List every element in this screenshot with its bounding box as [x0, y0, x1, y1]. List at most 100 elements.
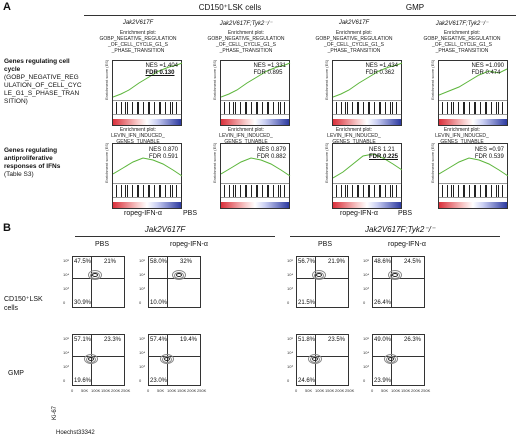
gate-horizontal [373, 356, 424, 357]
x-axis-label: Hoechst33342 [56, 430, 95, 436]
hit-tick [358, 102, 360, 114]
hit-tick [464, 102, 466, 114]
y-axis-label: Enrichment score (ES) [212, 142, 217, 183]
genotype-label: Jak2V617F;Tyk2⁻/⁻ [219, 21, 273, 27]
hit-tick [502, 102, 504, 114]
nes-value: NES =1.404 [145, 63, 178, 69]
contour [388, 357, 394, 361]
contour [312, 270, 326, 280]
hit-tick [250, 102, 252, 114]
hit-tick [142, 185, 144, 197]
es-curve [112, 62, 183, 98]
y-tick: 10⁴ [363, 350, 370, 355]
es-curve [438, 68, 508, 96]
hit-tick [462, 102, 464, 114]
contour [162, 355, 172, 363]
y-tick: 0 [287, 378, 290, 383]
es-line [112, 62, 183, 98]
contour [176, 273, 182, 277]
hit-tick [345, 185, 347, 197]
quadrant-upper-left: 51.8% [298, 337, 316, 343]
fdr-value: FDR 0.225 [368, 154, 398, 160]
x-tick: 200K [411, 388, 421, 393]
hit-tick [486, 102, 488, 114]
contour [390, 271, 400, 279]
es-curve-area [438, 61, 508, 101]
hit-tick [169, 185, 171, 197]
x-tick: 100K [167, 388, 177, 393]
nes-value: NES 0.870 [148, 147, 178, 153]
contour [314, 271, 324, 279]
es-curve-area [112, 144, 183, 184]
gsea-plot: NES =1.331 FDR 0.895 [220, 60, 291, 126]
group-header-gmp: GMP [405, 3, 425, 12]
es-curve [332, 62, 403, 98]
hit-tick [345, 102, 347, 114]
y-tick: 10³ [63, 364, 69, 369]
es-curve-area [220, 144, 291, 184]
hit-tick [279, 185, 281, 197]
gate-vertical [391, 257, 392, 307]
es-curve [438, 157, 509, 177]
enrichment-title: Enrichment plot: GOBP_NEGATIVE_REGULATIO… [99, 30, 177, 54]
hit-tick [158, 102, 160, 114]
quadrant-lower-left: 23.0% [150, 378, 168, 384]
hit-tick [497, 185, 499, 197]
x-tick: 0 [147, 388, 150, 393]
gsea-stats: NES =1.404 FDR 0.130 [145, 63, 178, 77]
fdr-value: FDR 0.591 [148, 154, 178, 160]
hit-tick [453, 185, 455, 197]
x-label-ropeg: ropeg-IFN-α [124, 210, 162, 217]
row-subtitle: (Table S3) [4, 171, 34, 178]
gate-vertical [91, 257, 92, 307]
hit-tick [380, 102, 382, 114]
hit-ticks [221, 184, 290, 198]
hit-tick [171, 102, 173, 114]
y-tick: 0 [287, 300, 290, 305]
y-tick: 0 [63, 378, 66, 383]
hit-tick [385, 102, 387, 114]
quadrant-lower-left: 21.5% [298, 300, 316, 306]
hit-tick [266, 102, 268, 114]
quadrant-upper-right: 19.4% [180, 337, 198, 343]
hit-tick [246, 102, 248, 114]
x-tick: 200K [187, 388, 197, 393]
hit-tick [165, 102, 167, 114]
hit-tick [400, 102, 402, 114]
contour [384, 354, 398, 364]
gsea-stats: NES =1.434 FDR 0.362 [365, 63, 398, 77]
gsea-plot: NES =1.090 FDR 0.474 [438, 60, 508, 126]
hit-tick [160, 102, 162, 114]
hit-tick [244, 185, 246, 197]
hit-tick [149, 185, 151, 197]
hit-tick [154, 102, 155, 114]
rank-gradient [439, 202, 507, 208]
x-tick: 200K [335, 388, 345, 393]
facs-plot: 49.0% 26.3% 23.9% [372, 334, 425, 386]
y-tick: 10³ [63, 286, 69, 291]
y-tick: 10⁵ [63, 258, 70, 263]
facs-plot: 58.0% 32% 10.0% [148, 256, 201, 308]
es-curve-area [220, 61, 291, 101]
gate-vertical [167, 257, 168, 307]
hit-tick [378, 102, 380, 114]
hit-tick [268, 102, 270, 114]
y-tick: 10⁵ [287, 258, 294, 263]
es-line [332, 153, 403, 179]
contour [84, 354, 98, 364]
gate-horizontal [149, 356, 200, 357]
quadrant-lower-left: 23.9% [374, 378, 392, 384]
hit-tick [257, 102, 259, 114]
es-line [220, 62, 291, 98]
hit-tick [125, 102, 127, 114]
y-tick: 10⁵ [363, 258, 370, 263]
hit-tick [367, 185, 369, 197]
hit-tick [149, 102, 151, 114]
hit-tick [336, 102, 337, 114]
contour [92, 273, 98, 277]
hit-ticks [113, 184, 182, 198]
rank-gradient [333, 119, 401, 125]
x-tick: 0 [295, 388, 298, 393]
hit-tick [358, 185, 360, 197]
hit-tick [116, 185, 117, 197]
